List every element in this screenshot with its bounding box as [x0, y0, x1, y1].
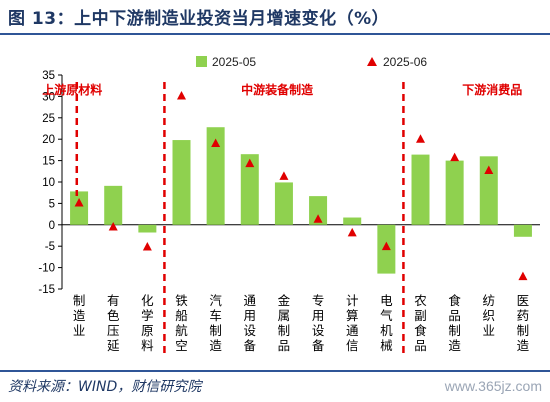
x-tick-label: 铁船航空: [175, 293, 188, 353]
x-tick-label: 汽车制造: [209, 293, 222, 353]
x-tick-label: 制造业: [73, 293, 86, 338]
section-label: 上游原材料: [42, 82, 102, 97]
bar: [343, 217, 362, 225]
y-tick-label: 25: [42, 113, 55, 125]
y-tick-label: -15: [38, 284, 55, 296]
x-tick-label: 金属制品: [278, 293, 291, 353]
marker: [74, 197, 84, 207]
chart: -15 -10 -5 0 5 10 15 20 25 30 35 制造业 有色压延 化学原料 铁船航空 汽车…: [38, 55, 540, 358]
marker: [142, 242, 152, 251]
bar: [309, 196, 328, 225]
section-label: 中游装备制造: [241, 82, 314, 97]
x-tick-label: 电气机械: [380, 293, 393, 353]
marker: [108, 221, 118, 231]
marker: [484, 165, 494, 174]
marker: [245, 158, 255, 168]
x-tick-label: 计算通信: [346, 293, 359, 353]
bar: [70, 191, 89, 225]
marker: [450, 152, 460, 162]
bottom-rule: [0, 370, 550, 372]
marker: [177, 90, 186, 100]
y-tick-label: 10: [42, 177, 55, 189]
x-tick-label: 有色压延: [107, 293, 120, 353]
y-tick-label: 35: [42, 70, 55, 82]
bar: [274, 182, 293, 225]
y-tick-label: 20: [42, 134, 55, 146]
bar: [513, 224, 532, 237]
marker: [518, 271, 528, 281]
marker: [381, 241, 391, 251]
y-tick-label: -10: [38, 263, 55, 275]
watermark: www.365jz.com: [444, 378, 542, 394]
x-tick-label: 专用设备: [312, 293, 325, 353]
bar: [104, 185, 123, 225]
marker: [347, 227, 357, 237]
legend-marker-label: 2025-06: [383, 55, 427, 69]
x-tick-label: 食品制造: [448, 293, 461, 353]
x-tick-label: 纺织业: [483, 293, 496, 338]
title-bar: 图 13：上中下游制造业投资当月增速变化（%）: [0, 0, 550, 33]
x-tick-label: 化学原料: [141, 293, 154, 353]
bar: [479, 156, 498, 225]
legend-marker-swatch: [367, 57, 377, 66]
x-tick-label: 通用设备: [244, 293, 257, 353]
bar: [240, 154, 259, 225]
bar: [445, 160, 464, 225]
marker: [313, 214, 323, 223]
x-tick-label: 农副食品: [414, 293, 427, 353]
marker: [211, 138, 221, 147]
section-label: 下游消费品: [462, 82, 522, 97]
marker: [416, 134, 425, 143]
bar: [172, 140, 191, 225]
bar: [206, 127, 225, 225]
y-tick-label: 30: [42, 91, 55, 103]
marker: [279, 171, 289, 180]
x-tick-label: 医药制造: [517, 293, 530, 353]
bar: [138, 224, 157, 233]
y-tick-label: -5: [45, 241, 55, 253]
y-tick-label: 0: [49, 220, 55, 232]
y-tick-label: 15: [42, 156, 55, 168]
title-rule: [0, 33, 550, 35]
bar: [411, 154, 430, 225]
y-tick-label: 5: [49, 198, 55, 210]
legend-bar-swatch: [196, 56, 207, 67]
source-note: 资料来源：WIND，财信研究院: [8, 379, 202, 395]
figure-title: 图 13：上中下游制造业投资当月增速变化（%）: [8, 9, 390, 29]
legend-bar-label: 2025-05: [212, 55, 256, 69]
